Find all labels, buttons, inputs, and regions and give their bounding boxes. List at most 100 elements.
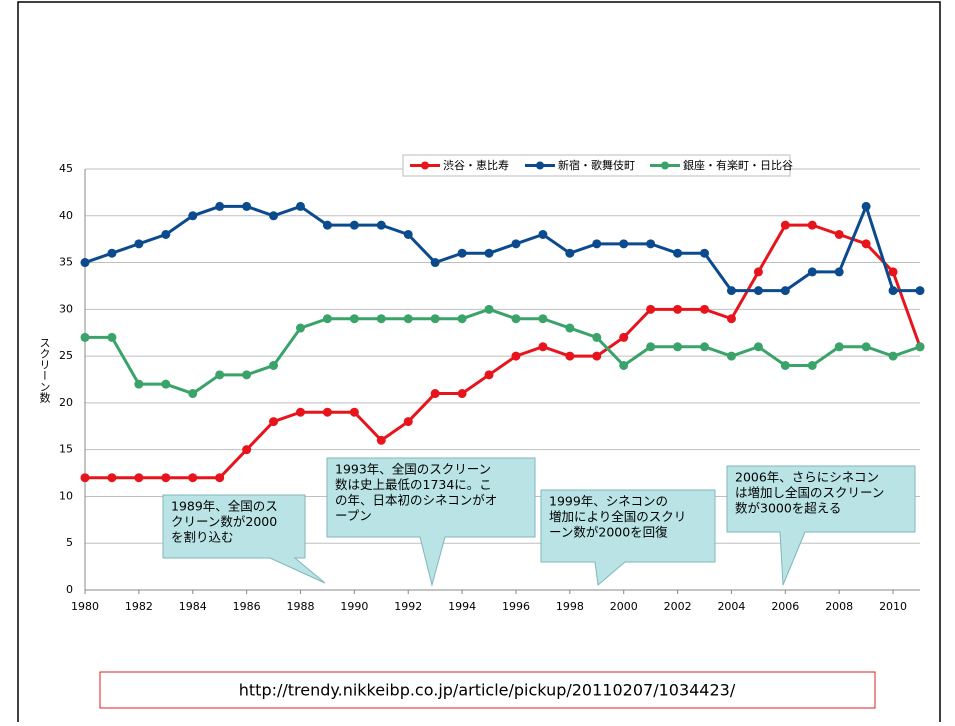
callout-text: クリーン数が2000	[171, 514, 277, 529]
point	[349, 407, 359, 417]
point	[592, 332, 602, 342]
point	[673, 304, 683, 314]
point	[188, 389, 198, 399]
callout-text: 2006年、さらにシネコン	[735, 470, 879, 485]
point	[134, 379, 144, 389]
point	[349, 220, 359, 230]
point	[430, 258, 440, 268]
callout-shape	[326, 457, 536, 587]
point	[646, 304, 656, 314]
point	[915, 286, 925, 296]
point	[915, 342, 925, 352]
point	[403, 229, 413, 239]
point	[161, 473, 171, 483]
point	[161, 229, 171, 239]
point	[457, 314, 467, 324]
point	[511, 351, 521, 361]
point	[269, 360, 279, 370]
point	[430, 389, 440, 399]
callout-text: 増加により全国のスクリ	[549, 509, 686, 524]
point	[807, 220, 817, 230]
point	[376, 435, 386, 445]
point	[646, 239, 656, 249]
y-tick-label: 45	[59, 162, 73, 175]
point	[215, 370, 225, 380]
x-tick-label: 2004	[717, 600, 745, 613]
point	[888, 351, 898, 361]
callout-text: ーン数が2000を回復	[549, 525, 668, 540]
source-url: http://trendy.nikkeibp.co.jp/article/pic…	[239, 681, 736, 700]
point	[673, 248, 683, 258]
point	[861, 201, 871, 211]
callout-text: 数が3000を超える	[735, 501, 841, 516]
point	[134, 473, 144, 483]
y-tick-label: 15	[59, 443, 73, 456]
callout-text: の年、日本初のシネコンがオ	[335, 493, 497, 508]
source-box	[99, 671, 876, 709]
legend-label: 新宿・歌舞伎町	[558, 158, 635, 172]
point	[80, 473, 90, 483]
x-tick-label: 1994	[448, 600, 476, 613]
x-tick-label: 1992	[394, 600, 422, 613]
point	[565, 351, 575, 361]
x-tick-label: 1998	[556, 600, 584, 613]
point	[295, 323, 305, 333]
point	[807, 360, 817, 370]
point	[188, 211, 198, 221]
point	[538, 342, 548, 352]
point	[511, 314, 521, 324]
point	[619, 360, 629, 370]
callout-text: 1989年、全国のス	[171, 499, 278, 514]
x-tick-label: 2008	[825, 600, 853, 613]
callout-text: は増加し全国のスクリーン	[735, 485, 884, 500]
point	[834, 229, 844, 239]
point	[888, 286, 898, 296]
point	[673, 342, 683, 352]
point	[295, 407, 305, 417]
x-tick-label: 1988	[286, 600, 314, 613]
y-tick-label: 20	[59, 396, 73, 409]
point	[511, 239, 521, 249]
x-tick-label: 2006	[771, 600, 799, 613]
legend-marker	[536, 161, 544, 170]
point	[376, 220, 386, 230]
point	[376, 314, 386, 324]
legend-label: 銀座・有楽町・日比谷	[683, 158, 793, 172]
point	[726, 351, 736, 361]
point	[242, 445, 252, 455]
y-tick-label: 30	[59, 302, 73, 315]
point	[457, 248, 467, 258]
legend-label: 渋谷・恵比寿	[443, 158, 509, 172]
point	[107, 332, 117, 342]
point	[322, 314, 332, 324]
callout-text: ープン	[335, 508, 372, 523]
point	[322, 220, 332, 230]
point	[619, 239, 629, 249]
point	[269, 417, 279, 427]
point	[888, 267, 898, 277]
point	[592, 351, 602, 361]
y-tick-label: 40	[59, 209, 73, 222]
legend-box	[402, 154, 791, 177]
callout-text: 1999年、シネコンの	[549, 494, 668, 509]
x-tick-label: 2010	[879, 600, 907, 613]
callout-text: 数は史上最低の1734に。こ	[335, 477, 492, 492]
y-axis-label: スクリーン数	[38, 337, 51, 404]
x-tick-label: 1980	[71, 600, 99, 613]
x-tick-label: 2000	[610, 600, 638, 613]
point	[484, 248, 494, 258]
series-line	[85, 223, 922, 480]
point	[107, 248, 117, 258]
point	[242, 201, 252, 211]
point	[753, 342, 763, 352]
point	[780, 360, 790, 370]
point	[242, 370, 252, 380]
legend-marker	[421, 161, 429, 170]
point	[619, 332, 629, 342]
callout: 1993年、全国のスクリーン数は史上最低の1734に。この年、日本初のシネコンが…	[326, 457, 536, 587]
point	[753, 286, 763, 296]
